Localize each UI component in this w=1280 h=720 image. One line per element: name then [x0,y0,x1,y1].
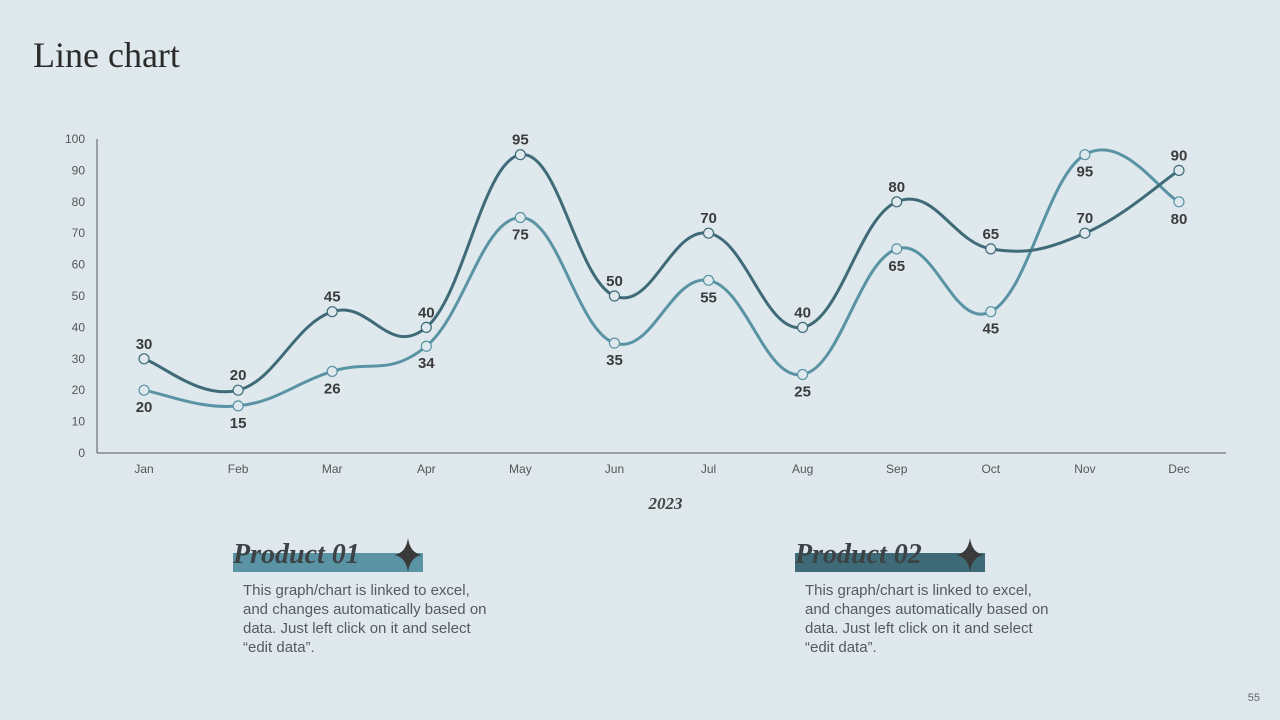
data-label: 45 [324,289,341,306]
data-label: 65 [982,226,999,243]
data-label: 65 [888,258,905,275]
data-point-marker [138,353,150,365]
x-tick-label: Apr [417,462,436,476]
data-label: 35 [606,352,623,369]
data-label: 34 [418,355,435,372]
x-tick-label: Jul [701,462,716,476]
data-point-marker [702,227,715,239]
product-01-card: Product 01 This graph/chart is linked to… [233,537,533,657]
product-01-title: Product 01 [233,539,360,570]
line-chart[interactable]: 0 10 20 30 40 50 60 70 80 90 100 Jan Feb Mar Apr May Jun… [0,0,1280,520]
four-point-star-icon [394,538,422,572]
data-label: 25 [794,384,811,401]
x-tick-label: Jun [605,462,624,476]
data-label: 20 [136,399,153,416]
x-tick-label: May [509,462,532,476]
x-tick-label: Dec [1168,462,1189,476]
x-axis-title: 2023 [648,494,684,513]
data-label: 95 [512,132,529,149]
series-line-product-01 [142,148,1181,408]
data-point-marker [326,365,338,377]
x-tick-label: Mar [322,462,343,476]
product-02-card: Product 02 This graph/chart is linked to… [795,537,1095,657]
data-label: 70 [700,210,717,227]
data-point-marker [797,368,809,381]
x-tick-label: Nov [1074,462,1095,476]
data-label: 50 [606,273,623,290]
y-tick-label: 60 [72,258,86,272]
product-01-description: This graph/chart is linked to excel, and… [243,582,487,656]
data-point-marker [1173,196,1185,208]
x-tick-label: Oct [981,462,1000,476]
y-tick-label: 70 [72,226,86,240]
product-02-title: Product 02 [795,539,922,570]
product-02-title-band [795,553,985,572]
data-label: 20 [230,367,247,384]
x-tick-label: Sep [886,462,908,476]
data-label: 26 [324,380,341,397]
data-label: 75 [512,227,529,244]
y-tick-label: 30 [72,352,86,366]
product-01-title-band [233,553,423,572]
data-label: 95 [1077,164,1094,181]
x-tick-label: Feb [228,462,249,476]
data-point-marker [232,384,244,396]
data-point-marker [138,384,150,396]
data-point-marker [514,211,526,224]
data-label: 70 [1077,210,1094,227]
data-point-marker [891,196,903,208]
page-number: 55 [1247,692,1260,704]
y-tick-label: 100 [65,132,85,146]
data-point-marker [420,340,432,352]
data-label: 30 [136,336,153,353]
data-point-marker [1079,227,1091,239]
data-point-marker [232,400,244,412]
x-tick-label: Aug [792,462,813,476]
data-label: 40 [794,304,811,321]
data-point-marker [985,243,997,255]
data-point-marker [326,306,338,318]
data-point-marker [514,149,526,161]
data-label: 55 [700,289,717,306]
data-point-marker [420,321,432,333]
data-point-marker [797,321,809,333]
y-tick-label: 50 [72,289,86,303]
data-label: 90 [1171,147,1188,164]
data-point-marker [1173,164,1185,176]
data-label: 15 [230,415,247,432]
x-tick-label: Jan [134,462,153,476]
y-tick-label: 90 [72,163,86,177]
data-point-marker [608,337,621,349]
y-tick-label: 0 [78,446,85,460]
y-tick-label: 40 [72,320,86,334]
four-point-star-icon [956,538,984,572]
data-point-marker [608,290,621,302]
data-point-marker [891,243,903,255]
slide-title: Line chart [33,35,180,75]
data-point-marker [985,306,997,318]
y-tick-label: 80 [72,195,86,209]
data-label: 45 [982,321,999,338]
data-point-marker [1079,149,1091,161]
y-tick-label: 20 [72,383,86,397]
product-02-description: This graph/chart is linked to excel, and… [805,582,1049,656]
y-tick-label: 10 [72,415,86,429]
data-label: 40 [418,304,435,321]
series-line-product-02 [142,153,1181,394]
data-label: 80 [1171,211,1188,228]
data-point-marker [702,274,715,286]
data-label: 80 [888,179,905,196]
